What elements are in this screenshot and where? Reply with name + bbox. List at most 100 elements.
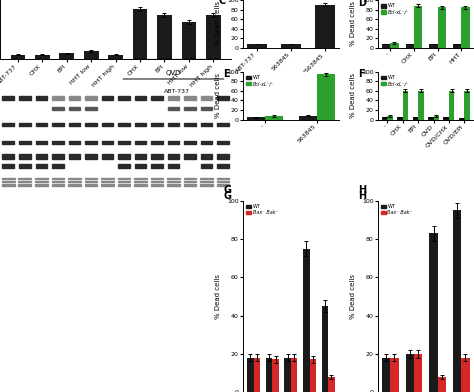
Bar xyxy=(36,96,47,100)
Bar xyxy=(183,178,196,179)
Text: QVD: QVD xyxy=(166,70,181,76)
Bar xyxy=(217,141,229,144)
Bar xyxy=(217,181,229,182)
Bar xyxy=(184,141,196,144)
Bar xyxy=(118,184,130,186)
Bar xyxy=(2,123,14,126)
Bar xyxy=(101,154,113,159)
Bar xyxy=(157,15,172,59)
Text: ABT-737: ABT-737 xyxy=(164,89,190,94)
Bar xyxy=(168,96,179,100)
Bar xyxy=(19,141,30,144)
Bar xyxy=(201,123,212,126)
Bar xyxy=(303,249,310,392)
Bar xyxy=(328,377,335,392)
Bar xyxy=(217,178,229,179)
Bar xyxy=(200,181,213,182)
Bar xyxy=(134,181,146,182)
Bar xyxy=(184,96,196,100)
Bar xyxy=(168,123,179,126)
Bar xyxy=(68,181,81,182)
Bar xyxy=(69,141,80,144)
Bar xyxy=(201,165,212,168)
Bar xyxy=(52,123,64,126)
Bar xyxy=(52,96,64,100)
Y-axis label: % Dead cells: % Dead cells xyxy=(350,2,356,46)
Bar xyxy=(167,184,180,186)
Bar xyxy=(84,181,97,182)
Bar xyxy=(449,91,454,120)
Bar xyxy=(167,181,180,182)
Bar xyxy=(168,141,179,144)
Text: D: D xyxy=(358,0,366,7)
Bar xyxy=(217,123,229,126)
Bar xyxy=(59,53,74,59)
Bar xyxy=(2,178,15,179)
Bar xyxy=(85,107,97,110)
Bar xyxy=(217,184,229,186)
Bar xyxy=(322,306,328,392)
Bar xyxy=(414,354,422,392)
Bar xyxy=(284,358,291,392)
Bar xyxy=(19,154,30,159)
Bar xyxy=(101,178,114,179)
Bar xyxy=(35,181,47,182)
Bar xyxy=(151,165,163,168)
Y-axis label: % Dead cells: % Dead cells xyxy=(216,73,221,118)
Text: C: C xyxy=(219,0,226,6)
Bar xyxy=(382,44,390,48)
Y-axis label: % Dead cells: % Dead cells xyxy=(216,274,221,319)
Bar xyxy=(317,74,335,120)
Bar xyxy=(247,44,267,48)
Bar xyxy=(266,358,273,392)
Bar xyxy=(18,181,31,182)
Bar xyxy=(85,96,97,100)
Bar xyxy=(151,154,163,159)
Bar xyxy=(19,96,30,100)
Bar xyxy=(2,96,14,100)
Bar xyxy=(201,141,212,144)
Bar xyxy=(135,141,146,144)
Bar xyxy=(2,154,14,159)
Bar xyxy=(101,181,114,182)
Bar xyxy=(168,154,179,159)
Bar xyxy=(52,178,64,179)
Bar xyxy=(310,359,316,392)
Bar xyxy=(2,141,14,144)
Bar xyxy=(69,123,80,126)
Bar xyxy=(461,7,470,48)
Bar xyxy=(135,165,146,168)
Bar xyxy=(315,5,335,48)
Bar xyxy=(151,141,163,144)
Bar xyxy=(382,117,387,120)
Bar xyxy=(118,154,130,159)
Bar xyxy=(459,118,464,120)
Bar xyxy=(85,141,97,144)
Bar xyxy=(134,178,146,179)
Bar xyxy=(36,165,47,168)
Bar xyxy=(10,54,25,59)
Bar xyxy=(413,117,418,120)
Bar xyxy=(68,184,81,186)
Bar xyxy=(299,116,317,120)
Bar xyxy=(453,44,461,48)
Text: H: H xyxy=(358,185,366,196)
Bar xyxy=(382,358,390,392)
Bar xyxy=(19,165,30,168)
Bar xyxy=(52,107,64,110)
Bar xyxy=(444,117,449,120)
Bar xyxy=(151,178,163,179)
Legend: WT, Bcl-xL⁻/⁻: WT, Bcl-xL⁻/⁻ xyxy=(380,2,410,15)
Bar xyxy=(134,184,146,186)
Bar xyxy=(35,54,50,59)
Bar xyxy=(184,107,196,110)
Text: E: E xyxy=(224,69,230,79)
Bar xyxy=(85,154,97,159)
Bar xyxy=(182,22,196,59)
Bar xyxy=(36,154,47,159)
Bar xyxy=(35,178,47,179)
Bar xyxy=(406,354,414,392)
Bar xyxy=(201,96,212,100)
Bar xyxy=(84,178,97,179)
Bar xyxy=(168,107,179,110)
